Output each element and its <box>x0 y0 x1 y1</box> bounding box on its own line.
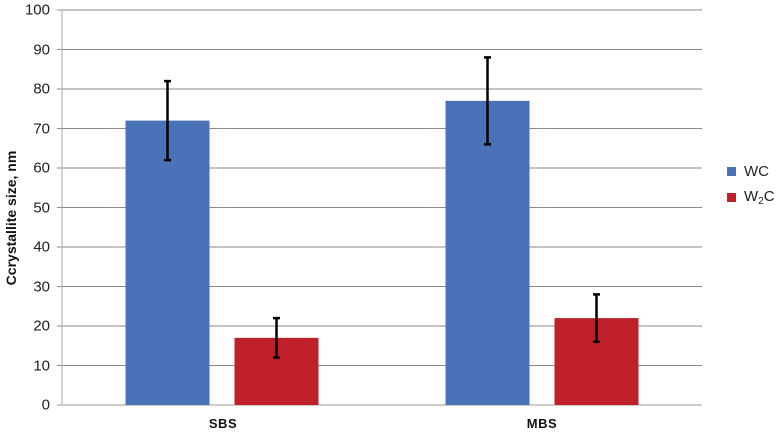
y-tick-label: 30 <box>33 278 50 295</box>
legend-item-w2c: W2C <box>727 184 775 210</box>
y-tick-label: 60 <box>33 159 50 177</box>
y-tick-label: 10 <box>33 357 50 374</box>
y-tick-label: 70 <box>33 120 50 137</box>
legend-label-w2c: W2C <box>744 187 775 207</box>
bar-wc-mbs <box>445 100 530 405</box>
y-tick-label: 20 <box>33 317 50 335</box>
x-category-mbs: MBS <box>526 416 558 431</box>
legend-item-wc: WC <box>727 158 775 184</box>
x-category-sbs: SBS <box>208 416 238 431</box>
y-tick-label: 50 <box>33 199 50 216</box>
legend-label-wc: WC <box>744 162 769 180</box>
legend-swatch-wc <box>727 166 736 176</box>
bar-wc-sbs <box>125 120 210 405</box>
y-tick-label: 90 <box>33 41 50 58</box>
legend: WC W2C <box>727 158 775 210</box>
y-tick-label: 100 <box>24 1 50 19</box>
y-tick-label: 80 <box>33 80 50 98</box>
y-tick-label: 0 <box>41 396 50 414</box>
y-tick-label: 40 <box>33 238 50 256</box>
legend-swatch-w2c <box>727 192 736 202</box>
